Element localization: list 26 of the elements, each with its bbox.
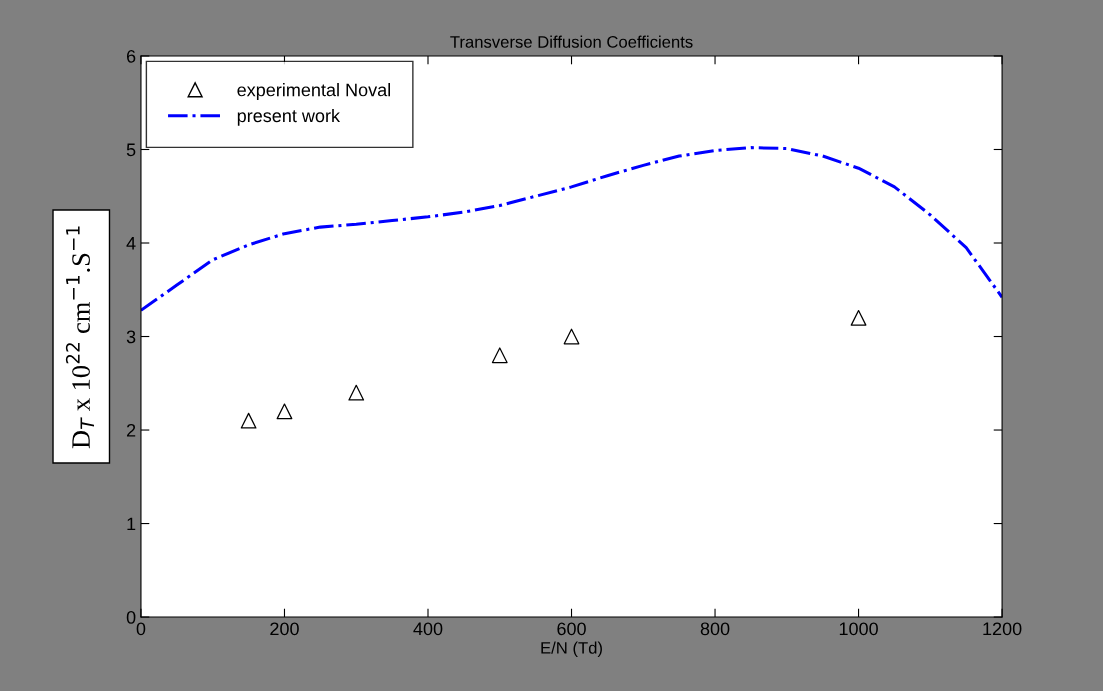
point (276, 403, 293, 420)
x-axis-title: E/N (Td) (541, 641, 602, 658)
x-tick-label: 600 (557, 622, 586, 636)
x-tick-label: 400 (413, 622, 443, 636)
point (491, 347, 508, 364)
point (240, 412, 257, 429)
legend-label: present work (237, 108, 341, 126)
y-tick-label: 5 (126, 143, 136, 157)
point (850, 309, 867, 326)
point (563, 328, 580, 345)
x-tick-label: 200 (270, 622, 299, 636)
y-tick-label: 2 (126, 423, 136, 437)
y-axis-title: D$_{T}$ x 10$^{22}$ cm$^{−1}$.S$^{−1}$ (65, 226, 95, 449)
y-tick-label: 4 (126, 237, 136, 250)
y-tick-label: 6 (126, 49, 136, 63)
point (348, 384, 365, 401)
y-tick-label: 1 (127, 517, 136, 531)
legend-label: experimental Noval (237, 83, 390, 100)
x-tick-label: 800 (700, 622, 730, 636)
line-series (140, 146, 1003, 312)
y-tick-label: 3 (126, 330, 136, 344)
x-tick-label: 1200 (983, 622, 1022, 636)
y-tick-label: 0 (126, 611, 136, 624)
chart-title: Transverse Diffusion Coefficients (450, 35, 693, 48)
x-tick-label: 0 (136, 622, 146, 636)
x-tick-label: 1000 (839, 622, 878, 636)
